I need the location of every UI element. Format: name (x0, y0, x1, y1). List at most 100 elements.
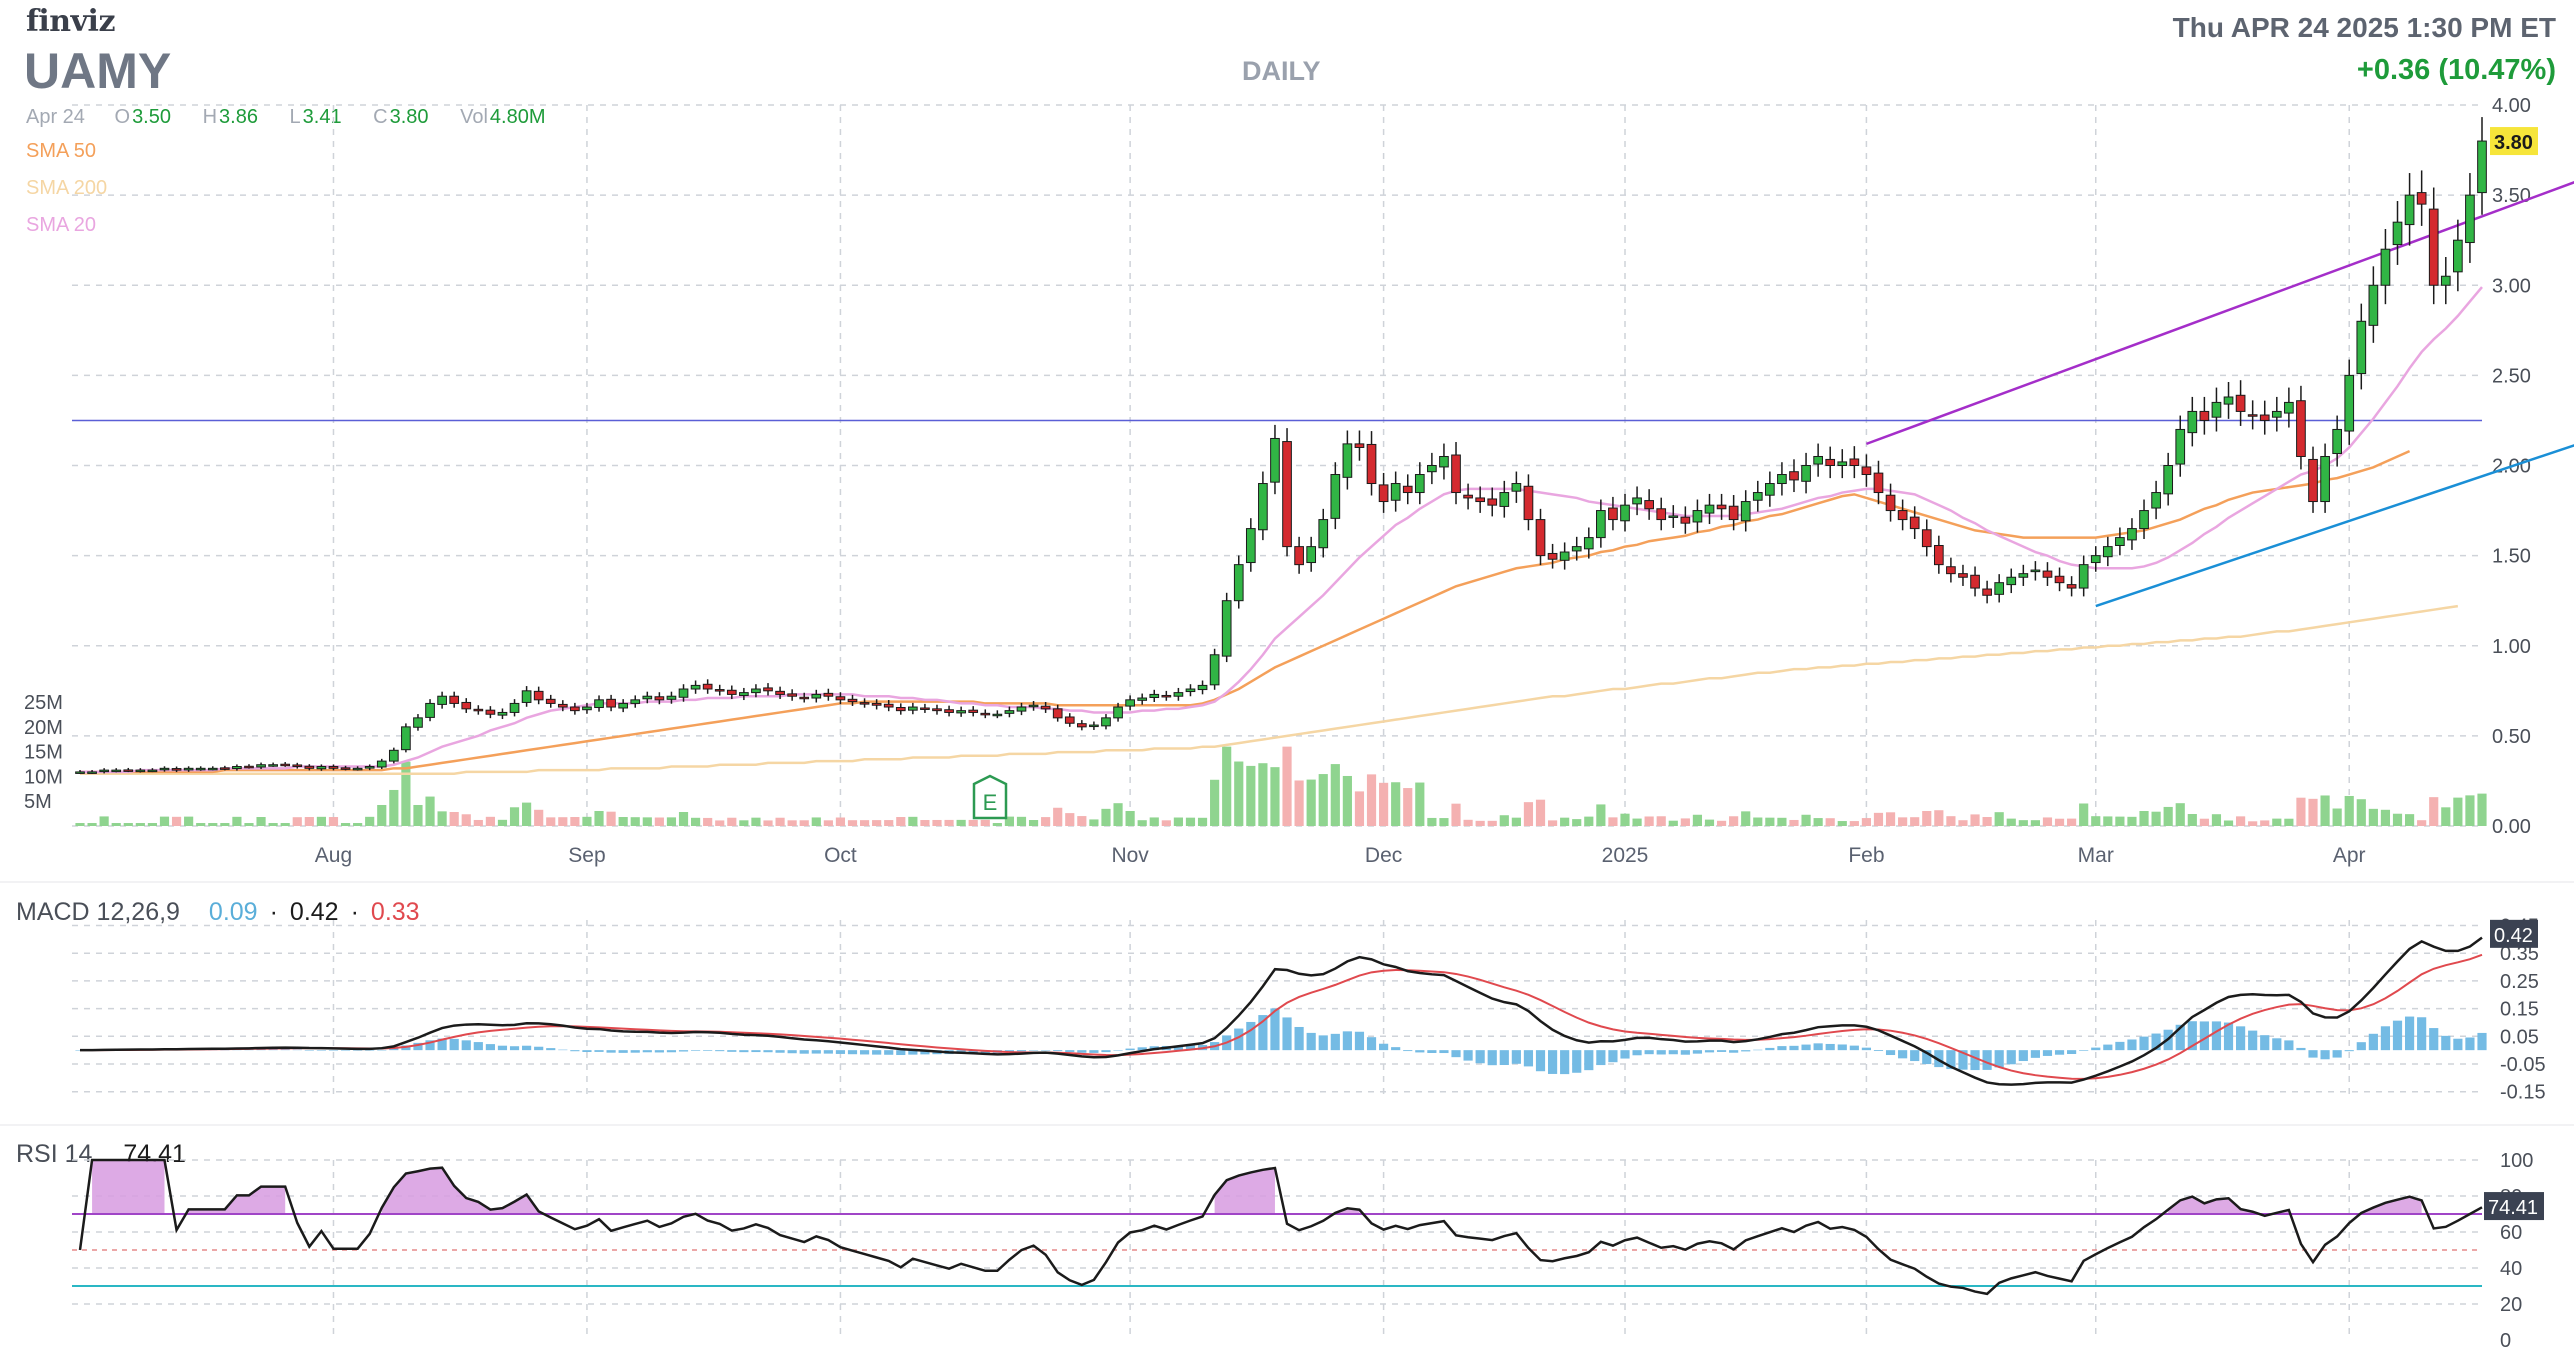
price-candle (376, 760, 387, 768)
x-tick-label: 2025 (1602, 844, 1649, 867)
macd-histogram-bar (1089, 1050, 1099, 1053)
macd-histogram-bar (1234, 1028, 1244, 1051)
price-candle (2453, 239, 2463, 273)
price-candle (1342, 443, 1353, 478)
volume-bar (1922, 810, 1932, 826)
macd-histogram-bar (2139, 1036, 2149, 1051)
volume-bar (1656, 816, 1666, 826)
rsi-line (78, 1158, 2483, 1296)
price-candle (2018, 573, 2029, 578)
volume-bar (1741, 811, 1751, 826)
volume-bar (1475, 820, 1485, 826)
volume-bar (401, 761, 411, 826)
price-candle (2054, 575, 2065, 584)
finviz-logo[interactable]: finviz (26, 4, 115, 39)
macd-histogram-bar (859, 1050, 870, 1055)
price-candle (883, 703, 894, 708)
volume-bar (1354, 791, 1365, 826)
macd-histogram-bar (1391, 1047, 1401, 1051)
macd-histogram-bar (473, 1042, 483, 1051)
volume-bar (703, 817, 713, 826)
macd-histogram-bar (365, 1050, 375, 1051)
macd-histogram-bar (847, 1050, 858, 1055)
price-candle (1644, 500, 1654, 510)
volume-bar (751, 817, 761, 826)
legend-sma200[interactable]: SMA 200 (26, 177, 108, 199)
y-tick-label: 0.00 (2492, 816, 2531, 838)
volume-bar (99, 816, 109, 826)
macd-histogram-bar (1910, 1050, 1920, 1062)
price-candle (1994, 582, 2005, 595)
legend-sma50[interactable]: SMA 50 (26, 140, 97, 162)
price-candle (1258, 483, 1268, 531)
price-candle (2175, 428, 2186, 465)
volume-bar (1668, 820, 1678, 826)
volume-bar (956, 819, 966, 826)
price-candle (521, 690, 532, 703)
rsi-tick-label: 60 (2500, 1222, 2522, 1244)
volume-bar (1222, 746, 1232, 826)
volume-bar (2356, 799, 2366, 826)
volume-bar (594, 810, 604, 826)
price-candle (2090, 555, 2101, 564)
macd-histogram-bar (1716, 1050, 1727, 1052)
price-candle (1185, 688, 1196, 693)
macd-histogram-bar (1656, 1050, 1666, 1055)
price-candle (232, 766, 242, 770)
macd-histogram-bar (1342, 1031, 1352, 1051)
volume-bar (328, 817, 339, 826)
macd-histogram-bar (1934, 1050, 1944, 1068)
volume-label: Vol (460, 106, 488, 128)
macd-histogram-bar (2429, 1028, 2439, 1051)
macd-histogram-bar (1137, 1047, 1147, 1051)
macd-histogram-bar (1982, 1050, 1992, 1070)
volume-bar (449, 812, 459, 826)
price-candle (1101, 717, 1111, 727)
macd-histogram-bar (1101, 1050, 1111, 1053)
volume-bar (1801, 814, 1811, 826)
macd-histogram-bar (485, 1044, 495, 1051)
volume-bar (1041, 817, 1051, 826)
volume-bar (268, 823, 278, 826)
price-candle (1016, 706, 1027, 712)
volume-bar (75, 823, 85, 826)
volume-bar (2272, 818, 2282, 826)
volume-bar (509, 807, 520, 826)
price-candle (775, 690, 785, 695)
price-candle (2151, 492, 2161, 509)
price-candle (75, 771, 85, 774)
macd-histogram-bar (606, 1050, 616, 1053)
macd-histogram-bar (353, 1050, 363, 1051)
legend-sma20[interactable]: SMA 20 (26, 214, 97, 236)
trendline (1865, 181, 2574, 446)
y-tick-label: 3.50 (2492, 185, 2531, 207)
macd-histogram-bar (389, 1048, 399, 1051)
price-candle (2477, 140, 2487, 194)
macd-histogram-bar (1861, 1047, 1871, 1051)
macd-histogram-bar (2199, 1021, 2209, 1051)
volume-bar (2392, 813, 2403, 826)
chart-period[interactable]: DAILY (1242, 56, 1321, 86)
price-candle (1825, 458, 1836, 467)
macd-title[interactable]: MACD 12,26,9 0.09 · 0.42 · 0.33 (16, 898, 420, 927)
rsi-overbought-fill (381, 1167, 539, 1214)
macd-histogram-bar (1994, 1050, 2004, 1068)
volume-bar (1813, 818, 1823, 826)
price-candle (2199, 410, 2210, 421)
macd-histogram-bar (739, 1050, 749, 1053)
price-candle (340, 767, 351, 770)
volume-bar (135, 823, 145, 826)
macd-histogram-bar (811, 1050, 821, 1054)
price-candle (1511, 483, 1522, 492)
price-candle (280, 763, 291, 767)
volume-tick-label: 15M (24, 742, 63, 764)
volume-bar (715, 820, 725, 826)
macd-histogram-bar (2211, 1021, 2222, 1051)
price-candle (1559, 551, 1570, 561)
volume-bar (389, 789, 399, 826)
price-candle (328, 766, 339, 769)
price-candle (1849, 458, 1860, 466)
volume-bar (1330, 764, 1340, 826)
macd-histogram-bar (1451, 1050, 1461, 1058)
